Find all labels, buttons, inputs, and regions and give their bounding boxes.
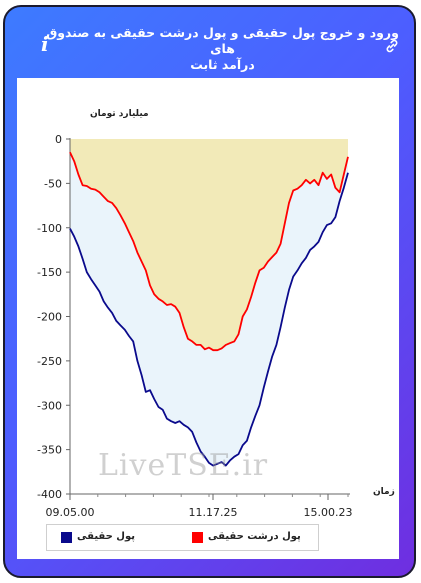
y-tick-label: -300 [37,399,62,412]
y-tick-label: -150 [37,266,62,279]
chart-title: ورود و خروج پول حقیقی و پول درشت حقیقی ب… [45,25,400,73]
y-tick-label: -250 [37,355,62,368]
y-tick-label: -100 [37,222,62,235]
legend-swatch-big-real-money [192,532,203,543]
y-tick-label: -350 [37,444,62,457]
legend-label-real-money: پول حقیقی [77,531,135,542]
legend-label-big-real-money: پول درشت حقیقی [208,531,301,542]
legend-swatch-real-money [61,532,72,543]
chart-title-line-1: ورود و خروج پول حقیقی و پول درشت حقیقی ب… [46,25,399,56]
info-icon[interactable]: i [41,32,49,56]
y-tick-label: -50 [44,177,62,190]
area-fill-series-1 [70,139,348,351]
x-tick-label: 15.00.23 [304,506,353,519]
x-axis-label: زمان [373,487,395,497]
x-tick-label: 09.05.00 [46,506,95,519]
link-icon[interactable] [385,39,399,53]
y-tick-label: -200 [37,311,62,324]
series-line-0 [69,172,349,467]
chart-title-line-2: درآمد ثابت [190,57,255,72]
y-tick-label: -400 [37,488,62,501]
y-axis-label: میلیارد تومان [90,109,149,119]
y-tick-label: 0 [55,133,62,146]
x-tick-label: 11.17.25 [189,506,238,519]
watermark-text: LiveTSE.ir [98,448,269,483]
chart-legend: پول حقیقی پول درشت حقیقی [46,524,319,551]
series-line-1 [69,151,349,352]
